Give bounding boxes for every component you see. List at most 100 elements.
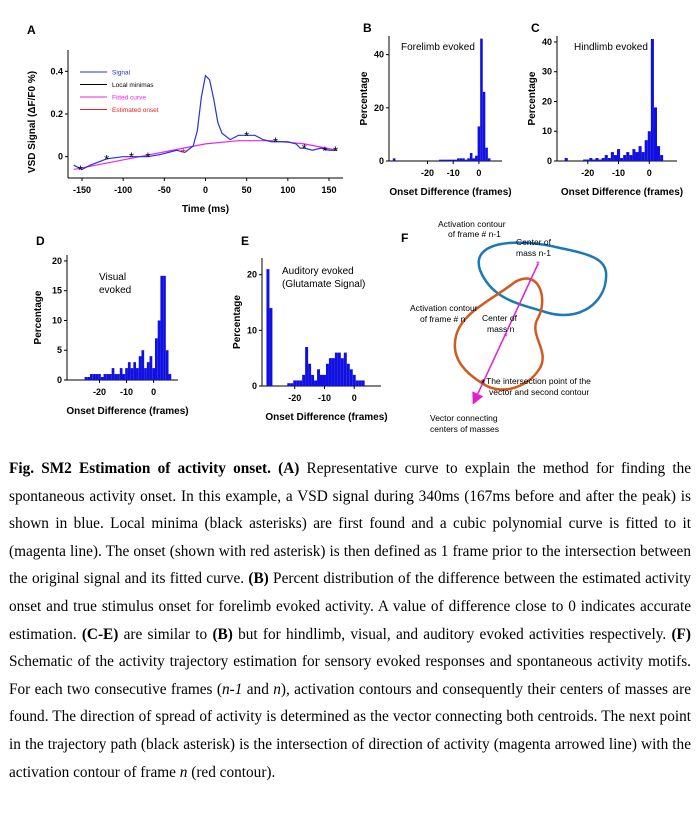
panel-label-e: E [241,234,249,248]
caption-ref-b: (B) [248,570,269,588]
x-tick-label: 0 [203,185,208,195]
caption-text-4: are similar to [118,625,213,643]
caption-text-6: Schematic of the activity trajectory est… [9,653,691,698]
panel-label-b: B [363,21,372,35]
histogram-bar [607,158,611,161]
histogram-bar [328,358,332,386]
y-tick-label: 40 [374,50,384,60]
x-tick-label: -20 [421,168,434,178]
x-tick-label: -10 [612,168,625,178]
chart-title-line: Hindlimb evoked [574,42,648,53]
local-minima-point: * [333,143,338,158]
histogram-bar [592,159,596,161]
histogram-bar [361,380,365,386]
histogram-bar [475,155,478,161]
x-axis-label: Time (ms) [182,204,229,215]
histogram-bar [446,159,450,161]
x-tick-label: -20 [288,393,301,403]
histogram-bar [163,275,166,380]
histogram-bar [141,350,145,380]
histogram-bar [130,368,134,380]
x-tick-label: -50 [158,185,171,195]
vector-connecting-centers [472,263,539,405]
y-axis-label: Percentage [359,71,370,125]
histogram-bar [439,159,442,161]
y-tick-label: 0 [379,156,384,166]
chart-title-line: evoked [99,285,131,296]
histogram-bar [106,374,109,380]
histogram-bar [462,158,465,161]
local-minima-point: * [322,143,327,158]
caption-text-5: but for hindlimb, visual, and auditory e… [232,625,672,643]
histogram-bar [610,152,614,161]
x-tick-label: 0 [647,168,652,178]
histogram-bar [464,159,468,161]
y-tick-label: 20 [374,103,384,113]
histogram-bar [444,159,447,161]
histogram-bar [613,155,617,161]
x-tick-label: 50 [242,185,252,195]
histogram-bar [623,155,627,161]
x-axis-label: Onset Difference (frames) [265,412,387,423]
label-vector-line1: Vector connecting [430,413,498,423]
label-center-prev-line2: mass n-1 [516,248,551,258]
histogram-bar [305,347,309,386]
histogram-bar [325,363,329,386]
y-axis-label: Percentage [232,295,243,349]
histogram-bar [308,363,312,386]
x-tick-label: 0 [476,168,481,178]
histogram-bar [355,380,359,386]
figure-caption: Fig. SM2 Estimation of activity onset. (… [9,455,691,786]
local-minima-point: * [273,135,278,150]
histogram-bar [122,374,126,380]
local-minima-point: * [129,150,134,165]
histogram-bar [482,91,486,161]
y-tick-label: 20 [542,96,552,106]
caption-text-8: ), activation contours and consequently … [9,680,691,781]
panel-label-f: F [401,231,408,245]
histogram-bar [343,352,347,386]
histogram-bar [296,380,300,386]
histogram-bar [617,149,621,161]
caption-text-7: and [242,680,274,698]
center-of-mass-n-minus-1-marker: * [536,260,540,271]
histogram-bar [346,363,350,386]
histogram-bar [485,147,488,161]
histogram-bar [449,159,452,161]
histogram-bar [103,374,107,380]
histogram-bar [287,383,291,386]
y-tick-label: 0.2 [50,109,63,119]
panel-label-d: D [36,234,45,248]
histogram-bar [125,368,128,380]
histogram-bar [644,140,648,161]
y-tick-label: 5 [57,345,62,355]
x-tick-label: -10 [120,387,133,397]
chart-title-line: (Glutamate Signal) [282,279,365,290]
estimated-onset-point: * [181,145,186,160]
histogram-bar [487,158,491,161]
histogram-bar [152,368,155,380]
histogram-bar [641,152,645,161]
label-contour-prev-line2: of frame # n-1 [448,229,501,239]
caption-text-2: Representative curve to explain the meth… [9,460,692,588]
histogram-bar [317,369,321,386]
histogram-bar [160,275,164,380]
histogram-bar [657,146,661,161]
histogram-bar [111,368,115,380]
x-axis-label: Onset Difference (frames) [561,187,683,198]
histogram-bar [638,146,642,161]
histogram-bar [349,369,353,386]
label-contour-cur-line2: of frame # n [420,314,466,324]
histogram-bar [119,368,123,380]
x-tick-label: -20 [581,168,594,178]
panel-a-line-chart: -150 -100 -50 0 50 100 150 0 0.2 0.4 Time (ms) VSD … [27,50,343,215]
label-intersection-line2: vector and second contour [489,387,589,397]
chart-title-line: Visual [99,272,126,283]
histogram-bar [647,131,651,161]
histogram-bar [620,158,624,161]
panel-e-histogram: -20 -10 0 0 10 20 Onset Difference (frames) Per… [232,258,388,423]
series-signal [73,74,338,171]
histogram-bar [299,380,303,386]
local-minima-point: * [104,152,109,167]
legend-entry: Estimated onset [112,107,159,114]
